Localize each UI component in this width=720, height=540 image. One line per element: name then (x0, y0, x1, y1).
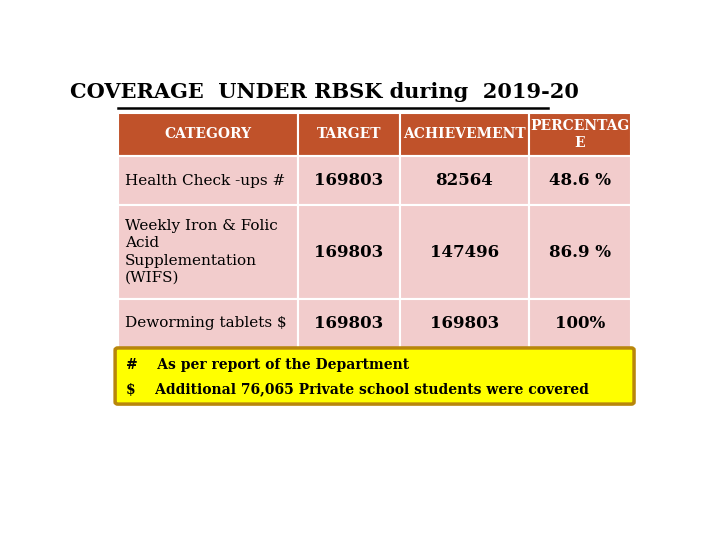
Text: PERCENTAG
E: PERCENTAG E (531, 119, 629, 150)
Bar (118, 156, 297, 205)
Text: 169803: 169803 (430, 315, 499, 332)
Bar (528, 299, 631, 348)
Text: 169803: 169803 (315, 315, 384, 332)
Text: $    Additional 76,065 Private school students were covered: $ Additional 76,065 Private school stude… (126, 382, 589, 396)
Bar (528, 205, 631, 299)
Bar (297, 205, 400, 299)
Bar (118, 205, 297, 299)
Text: 48.6 %: 48.6 % (549, 172, 611, 190)
Text: Deworming tablets $: Deworming tablets $ (125, 316, 287, 330)
Text: 86.9 %: 86.9 % (549, 244, 611, 261)
Text: ACHIEVEMENT: ACHIEVEMENT (403, 127, 526, 141)
Bar (297, 113, 400, 156)
Bar (400, 205, 528, 299)
Text: 100%: 100% (555, 315, 605, 332)
Bar (118, 299, 297, 348)
Text: COVERAGE  UNDER RBSK during  2019-20: COVERAGE UNDER RBSK during 2019-20 (70, 82, 579, 102)
Text: TARGET: TARGET (317, 127, 381, 141)
Bar (400, 299, 528, 348)
Text: CATEGORY: CATEGORY (164, 127, 251, 141)
Text: 82564: 82564 (436, 172, 493, 190)
Text: Weekly Iron & Folic
Acid
Supplementation
(WIFS): Weekly Iron & Folic Acid Supplementation… (125, 219, 277, 285)
Bar (297, 156, 400, 205)
Bar (528, 113, 631, 156)
Text: 147496: 147496 (430, 244, 499, 261)
Bar (297, 299, 400, 348)
Text: #    As per report of the Department: # As per report of the Department (126, 357, 410, 372)
Bar (400, 113, 528, 156)
FancyBboxPatch shape (115, 348, 634, 404)
Text: 169803: 169803 (315, 244, 384, 261)
Text: Health Check -ups #: Health Check -ups # (125, 174, 285, 188)
Bar (118, 113, 297, 156)
Bar (400, 156, 528, 205)
Bar (528, 156, 631, 205)
Text: 169803: 169803 (315, 172, 384, 190)
